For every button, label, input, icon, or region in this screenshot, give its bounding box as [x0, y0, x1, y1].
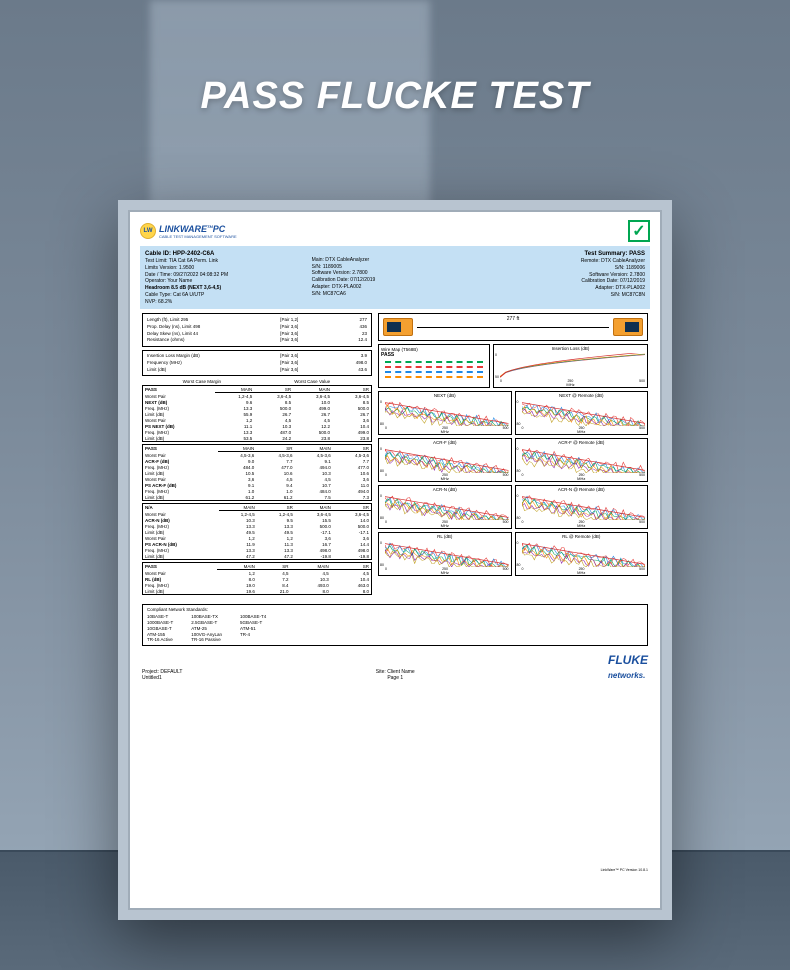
chart: NEXT @ Remote (dB)MHz0800250500: [515, 391, 649, 435]
insertion-loss-chart: Insertion Loss (dB)MHz0500250500: [493, 344, 648, 388]
chart: ACR-N @ Remote (dB)MHz0800250500: [515, 485, 649, 529]
chart: RL @ Remote (dB)MHz0800250500: [515, 532, 649, 576]
report: LW LINKWARETMPC CABLE TEST MANAGEMENT SO…: [134, 216, 656, 904]
linkware-logo: LW LINKWARETMPC CABLE TEST MANAGEMENT SO…: [140, 223, 237, 239]
chart: ACR-N (dB)MHz0800250500: [378, 485, 512, 529]
insertion-box: Insertion Loss Margin (dB)[Pair 3,6]3.9F…: [142, 350, 372, 377]
standards-box: Compliant Network Standards: 10BASE-T100…: [142, 604, 648, 646]
chart: ACR-F (dB)MHz0800250500: [378, 438, 512, 482]
pass-check-icon: ✓: [628, 220, 650, 242]
metric-box: PASSMAINSRMAINSRWorst Pair4,5-3,64,5-3,6…: [142, 444, 372, 501]
metric-box: N/AMAINSRMAINSRWorst Pair1,2-4,51,2-4,53…: [142, 503, 372, 560]
chart: ACR-F @ Remote (dB)MHz0800250500: [515, 438, 649, 482]
report-frame: LW LINKWARETMPC CABLE TEST MANAGEMENT SO…: [118, 200, 672, 920]
fluke-logo: FLUKEnetworks.: [608, 653, 648, 681]
wiremap-box: Wire Map (T568B) PASS: [378, 344, 490, 388]
logo-badge: LW: [140, 223, 156, 239]
metric-box: PASSMAINSRMAINSRWorst Pair1,24,54,54,5RL…: [142, 562, 372, 595]
version-text: LinkWare™ PC Version 10.8.1: [601, 868, 648, 872]
metric-box: PASSMAINSRMAINSRWorst Pair1,2-4,53,6-4,5…: [142, 385, 372, 442]
page-title: PASS FLUCKE TEST: [0, 75, 790, 118]
cable-diagram: 277 ft: [378, 313, 648, 341]
chart: NEXT (dB)MHz0800250500: [378, 391, 512, 435]
header-panel: Cable ID: HPP-2402-C6ATest Limit: TIA Ca…: [140, 246, 650, 309]
chart: RL (dB)MHz0800250500: [378, 532, 512, 576]
basics-box: Length (ft), Limit 295[Pair 1,2]277Prop.…: [142, 313, 372, 346]
report-footer: Project: DEFAULT Untitled1 Site: Client …: [134, 649, 656, 685]
